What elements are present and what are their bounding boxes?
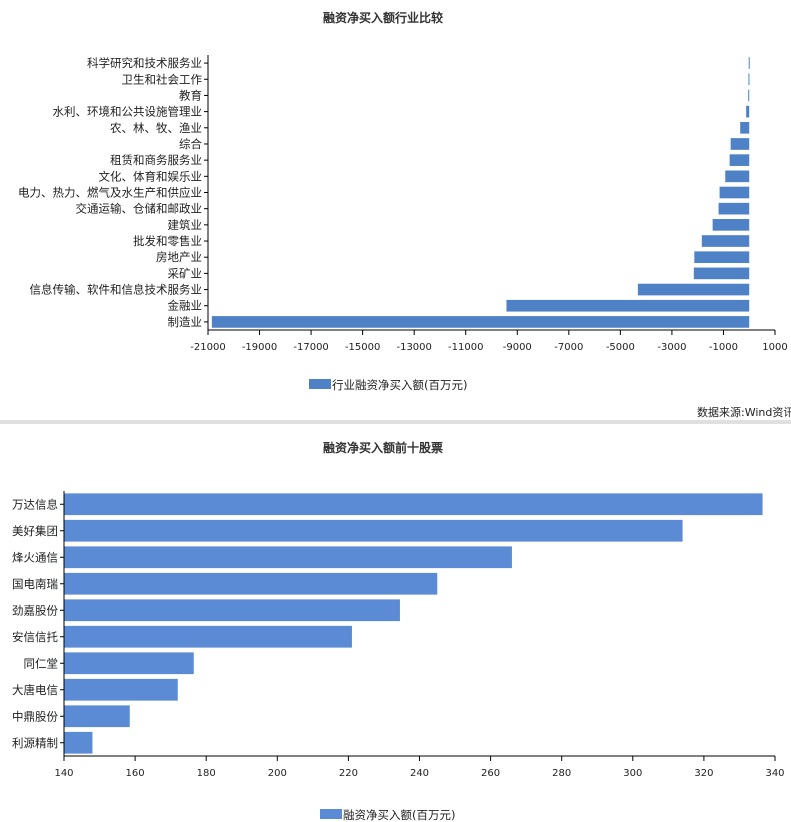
industry-category-label: 综合 <box>179 137 202 151</box>
stocks-xtick-label: 200 <box>268 768 287 779</box>
stocks-xtick-label: 180 <box>197 768 216 779</box>
industry-bar <box>701 235 750 247</box>
stocks-bar <box>64 678 178 701</box>
industry-category-label: 金融业 <box>168 299 203 313</box>
industry-legend-label: 行业融资净买入额(百万元) <box>332 378 467 392</box>
industry-chart-title: 融资净买入额行业比较 <box>323 10 443 25</box>
stocks-bar <box>64 731 93 754</box>
industry-bar <box>748 89 750 102</box>
industry-xtick-label: -3000 <box>657 342 686 353</box>
stocks-legend-label: 融资净买入额(百万元) <box>343 808 455 822</box>
industry-category-label: 卫生和社会工作 <box>122 72 203 86</box>
industry-bar <box>748 57 750 69</box>
stocks-bar <box>64 599 400 622</box>
industry-xtick-label: -1000 <box>709 342 738 353</box>
industry-bar <box>740 121 750 134</box>
industry-xtick-label: -21000 <box>190 342 225 353</box>
stocks-category-label: 国电南瑞 <box>12 577 58 591</box>
industry-chart: 融资净买入额行业比较 科学研究和技术服务业卫生和社会工作教育水利、环境和公共设施… <box>18 10 788 392</box>
stocks-bar <box>64 652 194 675</box>
industry-bar <box>712 219 750 231</box>
industry-category-label: 科学研究和技术服务业 <box>87 56 202 70</box>
stocks-category-label: 美好集团 <box>12 524 58 538</box>
stocks-bar <box>64 493 763 516</box>
industry-category-label: 农、林、牧、渔业 <box>110 121 202 135</box>
stocks-xtick-label: 280 <box>552 768 571 779</box>
industry-bar <box>506 299 750 312</box>
stocks-xtick-label: 160 <box>126 768 145 779</box>
industry-category-label: 批发和零售业 <box>133 234 202 248</box>
stocks-xtick-label: 220 <box>339 768 358 779</box>
industry-axes: 科学研究和技术服务业卫生和社会工作教育水利、环境和公共设施管理业农、林、牧、渔业… <box>18 55 788 353</box>
industry-bar <box>746 105 750 118</box>
data-source: 数据来源:Wind资讯 <box>697 405 791 419</box>
stocks-chart: 融资净买入额前十股票 万达信息美好集团烽火通信国电南瑞劲嘉股份安信信托同仁堂大唐… <box>12 440 785 822</box>
industry-bar <box>693 267 750 280</box>
industry-category-label: 交通运输、仓储和邮政业 <box>76 202 203 216</box>
stocks-bars <box>64 493 763 754</box>
industry-bars <box>211 57 750 328</box>
industry-bar <box>694 251 750 264</box>
industry-category-label: 水利、环境和公共设施管理业 <box>53 105 203 119</box>
stocks-category-label: 劲嘉股份 <box>12 603 58 617</box>
stocks-bar <box>64 705 130 728</box>
industry-bar <box>719 186 750 199</box>
industry-xtick-label: -5000 <box>606 342 635 353</box>
industry-bar <box>211 316 750 328</box>
industry-legend: 行业融资净买入额(百万元) <box>309 378 467 392</box>
stocks-xtick-label: 320 <box>694 768 713 779</box>
industry-bar <box>718 202 750 215</box>
industry-bar <box>730 138 750 150</box>
industry-category-label: 租赁和商务服务业 <box>110 153 202 167</box>
industry-category-label: 文化、体育和娱乐业 <box>99 169 203 183</box>
stocks-bar <box>64 625 352 648</box>
stocks-category-label: 万达信息 <box>12 497 58 511</box>
industry-xtick-label: -7000 <box>554 342 583 353</box>
stocks-category-label: 中鼎股份 <box>12 709 58 723</box>
industry-bar <box>748 73 750 86</box>
stocks-xtick-label: 140 <box>54 768 73 779</box>
industry-category-label: 教育 <box>179 88 202 102</box>
industry-xtick-label: -19000 <box>242 342 277 353</box>
industry-category-label: 信息传输、软件和信息技术服务业 <box>30 283 203 297</box>
stocks-xtick-label: 300 <box>623 768 642 779</box>
industry-xtick-label: -15000 <box>345 342 380 353</box>
stocks-category-label: 安信信托 <box>12 630 58 644</box>
industry-bar <box>637 283 750 296</box>
chart-divider <box>0 420 791 424</box>
industry-xtick-label: -11000 <box>448 342 483 353</box>
stocks-category-label: 同仁堂 <box>24 656 59 670</box>
industry-xtick-label: -13000 <box>396 342 431 353</box>
industry-legend-swatch <box>309 379 331 389</box>
stocks-chart-title: 融资净买入额前十股票 <box>323 440 443 455</box>
stocks-category-label: 大唐电信 <box>12 683 58 697</box>
industry-xtick-label: -17000 <box>293 342 328 353</box>
stocks-xtick-label: 340 <box>765 768 784 779</box>
industry-bar <box>729 154 750 166</box>
industry-xtick-label: -9000 <box>503 342 532 353</box>
stocks-legend-swatch <box>320 809 342 819</box>
industry-category-label: 采矿业 <box>168 266 203 280</box>
stocks-xtick-label: 240 <box>410 768 429 779</box>
stocks-xtick-label: 260 <box>481 768 500 779</box>
stocks-category-label: 利源精制 <box>12 736 58 750</box>
stocks-category-label: 烽火通信 <box>12 550 58 564</box>
industry-category-label: 建筑业 <box>168 218 203 232</box>
stocks-bar <box>64 572 438 595</box>
stocks-bar <box>64 546 512 569</box>
industry-bar <box>725 170 750 183</box>
industry-xtick-label: 1000 <box>762 342 787 353</box>
industry-category-label: 电力、热力、燃气及水生产和供应业 <box>18 186 202 200</box>
industry-category-label: 制造业 <box>168 315 203 329</box>
stocks-legend: 融资净买入额(百万元) <box>320 808 455 822</box>
industry-category-label: 房地产业 <box>156 250 202 264</box>
stocks-bar <box>64 519 683 542</box>
